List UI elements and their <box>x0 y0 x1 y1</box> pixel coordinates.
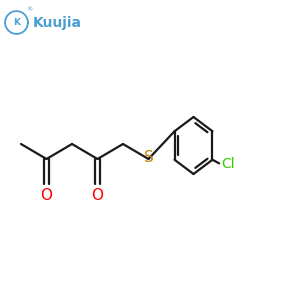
Text: K: K <box>13 18 20 27</box>
Text: S: S <box>144 150 153 165</box>
Text: Kuujia: Kuujia <box>32 16 81 29</box>
Text: O: O <box>92 188 104 202</box>
Text: Cl: Cl <box>221 157 235 171</box>
Text: ®: ® <box>26 7 32 12</box>
Text: O: O <box>40 188 52 202</box>
